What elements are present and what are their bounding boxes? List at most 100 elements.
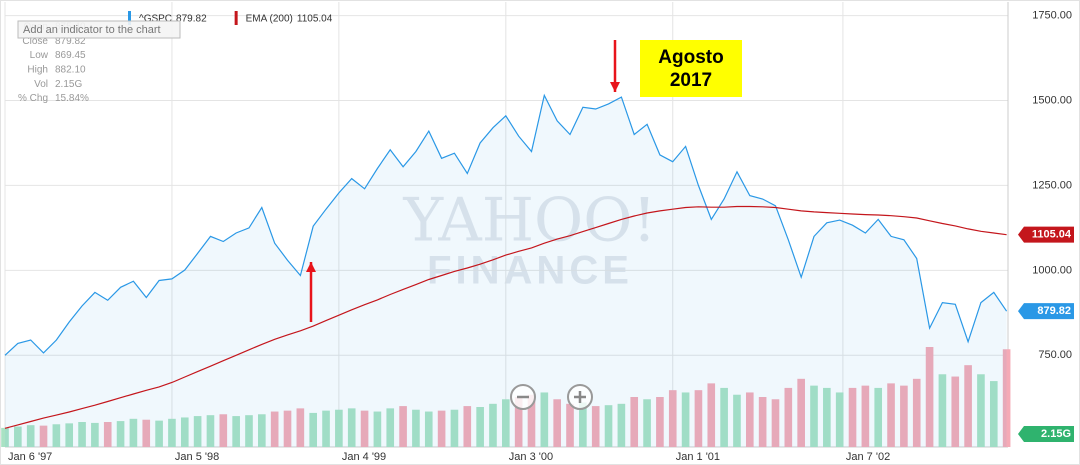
volume-bar [566,403,574,447]
volume-bar [938,374,947,447]
volume-bar [745,392,754,447]
volume-bar [103,422,112,447]
y-tick-label: 1500.00 [1032,94,1072,106]
volume-bar [219,414,228,447]
watermark-text: YAHOO! [402,186,656,256]
legend-label: EMA (200) [246,14,293,25]
y-tick-label: 1750.00 [1032,9,1072,21]
info-label: % Chg [18,93,48,104]
area-fill [5,95,1007,448]
series-line [4,205,1007,429]
volume-bar [514,397,523,447]
legend-value: 1105.04 [297,14,333,25]
volume-bar [989,381,998,447]
volume-bar [232,416,240,447]
volume-bar [206,415,215,447]
x-tick-label: Jan 5 '98 [175,451,219,463]
x-tick-label: Jan 3 '00 [509,451,553,463]
volume-bar [784,387,793,447]
volume-bar [463,406,472,447]
volume-bar [848,387,857,447]
volume-bar [347,408,356,447]
legend-label: ^GSPC [139,14,172,25]
y-tick-label: 750.00 [1038,349,1072,361]
y-tick-label: 1250.00 [1032,179,1072,191]
volume-bar [52,424,61,447]
volume-bar [296,408,305,447]
volume-bar [1,427,9,447]
volume-bar [245,415,253,447]
tooltip: Add an indicator to the chart [23,24,161,36]
volume-bar [874,387,883,447]
volume-bar [964,365,972,447]
volume-bar [681,392,690,447]
volume-bar [360,410,369,447]
volume-bar [540,392,549,447]
volume-bar [258,414,266,447]
volume-bar [861,385,870,447]
x-tick-label: Jan 7 '02 [846,451,890,463]
volume-bar [283,410,292,447]
volume-bar [925,347,934,447]
volume-bar [604,405,613,447]
volume-bar [977,374,985,447]
series-tag-label: 879.82 [1037,305,1071,317]
info-label: Vol [34,79,48,90]
zoom-out-button[interactable] [510,384,536,410]
info-label: Close [22,36,48,47]
volume-tag [1018,426,1074,442]
arrow-head [306,262,316,272]
volume-bar [476,407,484,447]
volume-bar [733,394,741,447]
volume-bar [450,409,459,447]
volume-bar [424,411,433,447]
volume-bar [26,425,35,447]
tooltip-box [17,20,181,39]
volume-bar [643,399,651,447]
volume-bar [591,406,600,447]
volume-bar [579,402,587,447]
info-value: 2.15G [55,79,82,90]
volume-bar [65,423,74,447]
volume-bar [810,385,818,447]
volume-bar [180,417,189,447]
info-value: 882.10 [55,65,86,76]
volume-bar [694,390,703,447]
zoom-in-button[interactable] [567,384,593,410]
info-value: 879.82 [55,36,86,47]
info-value: 869.45 [55,50,86,61]
arrow-head [610,82,620,92]
volume-bar [887,383,895,447]
volume-bar [270,411,279,447]
series-tag-label: 1105.04 [1032,229,1072,241]
volume-bar [142,419,151,447]
volume-tag-label: 2.15G [1041,428,1071,440]
volume-bar [309,412,318,447]
volume-bar [797,378,805,447]
legend-swatch [128,11,131,25]
x-tick-label: Jan 6 '97 [8,451,52,463]
volume-bar [527,394,536,447]
volume-bar [78,422,86,447]
volume-bar [656,397,664,447]
volume-bar [116,421,125,447]
volume-bar [1002,349,1011,447]
y-tick-label: 1000.00 [1032,264,1072,276]
volume-bar [553,399,561,447]
series-tag [1018,303,1074,320]
info-value: 15.84% [55,93,89,104]
volume-bar [399,406,407,447]
legend-value: 879.82 [176,14,207,25]
volume-bar [900,385,908,447]
volume-bar [129,418,138,447]
volume-bar [630,397,639,447]
volume-bar [155,420,163,447]
volume-bar [707,383,716,447]
volume-bar [771,399,780,447]
series-line [4,93,1008,356]
legend-swatch [234,11,238,25]
volume-bar [193,416,202,447]
volume-bar [912,378,921,447]
